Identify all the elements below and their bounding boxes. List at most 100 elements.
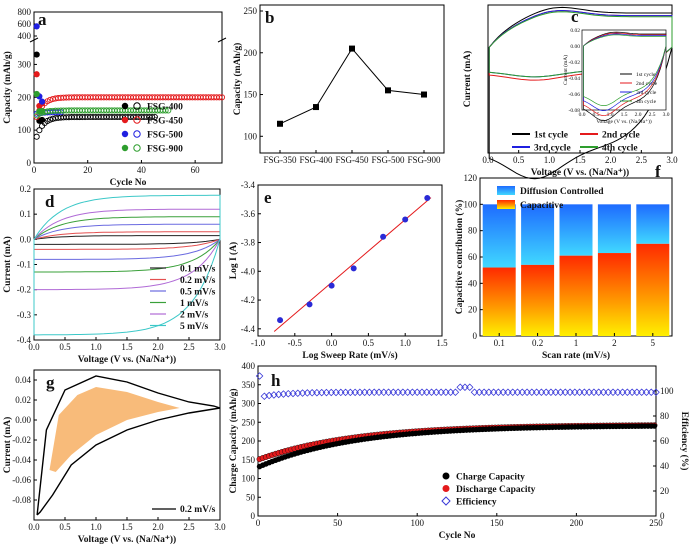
plot-frame	[259, 4, 445, 154]
data-point	[551, 388, 560, 397]
inset-legend-label: 1st cycle	[636, 72, 656, 78]
data-point	[494, 388, 503, 397]
legend-label: 5 mV/s	[180, 322, 209, 332]
panel-label: c	[571, 7, 579, 26]
y-axis-label: Current (mA)	[2, 417, 13, 474]
bar-diffusion	[482, 204, 516, 268]
y2-tick-label: 40	[660, 461, 670, 471]
x-tick-label: 1.0	[544, 155, 556, 165]
bar-capacitive	[636, 243, 670, 336]
series-efficiency	[255, 372, 660, 401]
legend-label: 2nd cycle	[602, 131, 640, 141]
data-point	[599, 388, 608, 397]
x-tick-label: 1.5	[436, 338, 448, 348]
y-tick-label: 200	[242, 436, 256, 446]
x-tick-label: 2.5	[636, 155, 648, 165]
data-point	[277, 120, 283, 127]
x-tick-label: 200	[570, 518, 584, 528]
data-point	[432, 388, 441, 397]
data-point	[216, 94, 223, 101]
data-point	[475, 388, 484, 397]
data-point	[38, 98, 46, 105]
legend-marker-open	[133, 130, 141, 138]
legend-label: FSG-400	[147, 103, 183, 113]
data-point	[446, 388, 455, 397]
data-point	[623, 388, 632, 397]
y-tick-label: 0	[473, 331, 478, 341]
x-tick-label: 1.5	[121, 342, 133, 352]
x-tick-label: 0.5	[59, 522, 71, 532]
y-tick-label: -4.2	[241, 295, 255, 305]
x-tick-label: 3.0	[214, 342, 226, 352]
y-tick-label: 60	[468, 252, 478, 262]
legend-marker-open	[133, 144, 141, 152]
data-point	[418, 388, 426, 397]
y-tick-label: -3.4	[241, 180, 256, 190]
y-tick-label: 40	[468, 278, 478, 288]
panel-label: a	[38, 10, 47, 29]
data-point	[537, 388, 546, 397]
inset-y-tick: -0.02	[569, 60, 581, 66]
data-point	[328, 282, 335, 289]
panel-label: d	[45, 192, 55, 211]
legend-label: Capacitive	[520, 201, 563, 211]
y-axis-label: Capacity (mAh/g)	[2, 51, 13, 124]
data-point	[408, 388, 417, 397]
data-point	[365, 388, 374, 397]
legend-label: 0.2 mV/s	[180, 505, 216, 515]
legend-marker	[442, 485, 450, 492]
y-tick-label: 0.1	[20, 209, 31, 219]
y-tick-label: -0.3	[17, 310, 32, 320]
y-tick-label: 0.04	[15, 375, 31, 385]
x-tick-label: 0.0	[28, 342, 40, 352]
x-tick-label: 3.0	[666, 155, 678, 165]
data-point	[385, 87, 391, 94]
y-tick-label: 80	[468, 226, 478, 236]
data-point	[403, 388, 412, 397]
x-tick-label: 3.0	[214, 522, 226, 532]
panel-g: 0.0 0.5 1.0 1.5 2.0 2.5 3.0 0.04 0.02 0.00 -0.02 -0…	[2, 369, 226, 545]
bar-diffusion	[559, 204, 593, 256]
cv-curve-5	[33, 194, 221, 336]
y2-tick-label: 0	[660, 511, 665, 521]
y-tick-label: 50	[246, 492, 256, 502]
data-point	[384, 388, 393, 397]
y-tick-label: -0.1	[17, 260, 31, 270]
data-point	[380, 388, 388, 397]
x-tick-label: 1	[574, 338, 579, 348]
x-axis-label: Cycle No	[110, 178, 147, 188]
y-tick-label: 0.0	[20, 234, 32, 244]
inset-x-tick: 1.0	[607, 112, 614, 118]
x-tick-label: 0.5	[59, 342, 71, 352]
y-tick-label: 250	[242, 417, 256, 427]
legend-label: Charge Capacity	[456, 473, 525, 483]
data-point	[465, 383, 474, 392]
x-tick-label: 100	[410, 518, 424, 528]
x-tick-label: 60	[191, 165, 201, 175]
data-point	[442, 388, 450, 397]
y-tick-label: 120	[464, 173, 478, 183]
x-axis-label: Voltage (V vs. (Na/Na⁺))	[531, 167, 629, 178]
y-tick-label: 600	[18, 19, 32, 29]
data-point	[637, 388, 646, 397]
cv-curve-0	[33, 235, 221, 245]
y-tick-label: -3.8	[241, 238, 256, 248]
legend-marker-filled	[121, 102, 129, 110]
data-point	[590, 388, 598, 397]
data-point	[628, 388, 636, 397]
data-point	[451, 388, 460, 397]
data-point	[618, 388, 627, 397]
x-axis-label: Scan rate (mV/s)	[542, 350, 610, 361]
cv-curve-4	[488, 11, 673, 78]
inset-x-label: Voltage (V vs. (Na/Na⁺))	[596, 118, 652, 125]
legend-label: 2 mV/s	[180, 311, 209, 321]
data-point	[413, 388, 421, 397]
data-point	[218, 94, 226, 101]
panel-e: -1.0 -0.5 0.0 0.5 1.0 1.5 -3.4 -3.6 -3.8 -4.0 -4.2…	[228, 180, 448, 361]
data-point	[480, 388, 488, 397]
panel-label: b	[265, 8, 274, 27]
legend-marker-filled	[121, 144, 129, 152]
data-point	[575, 388, 584, 397]
y-tick-label: 0	[251, 511, 256, 521]
